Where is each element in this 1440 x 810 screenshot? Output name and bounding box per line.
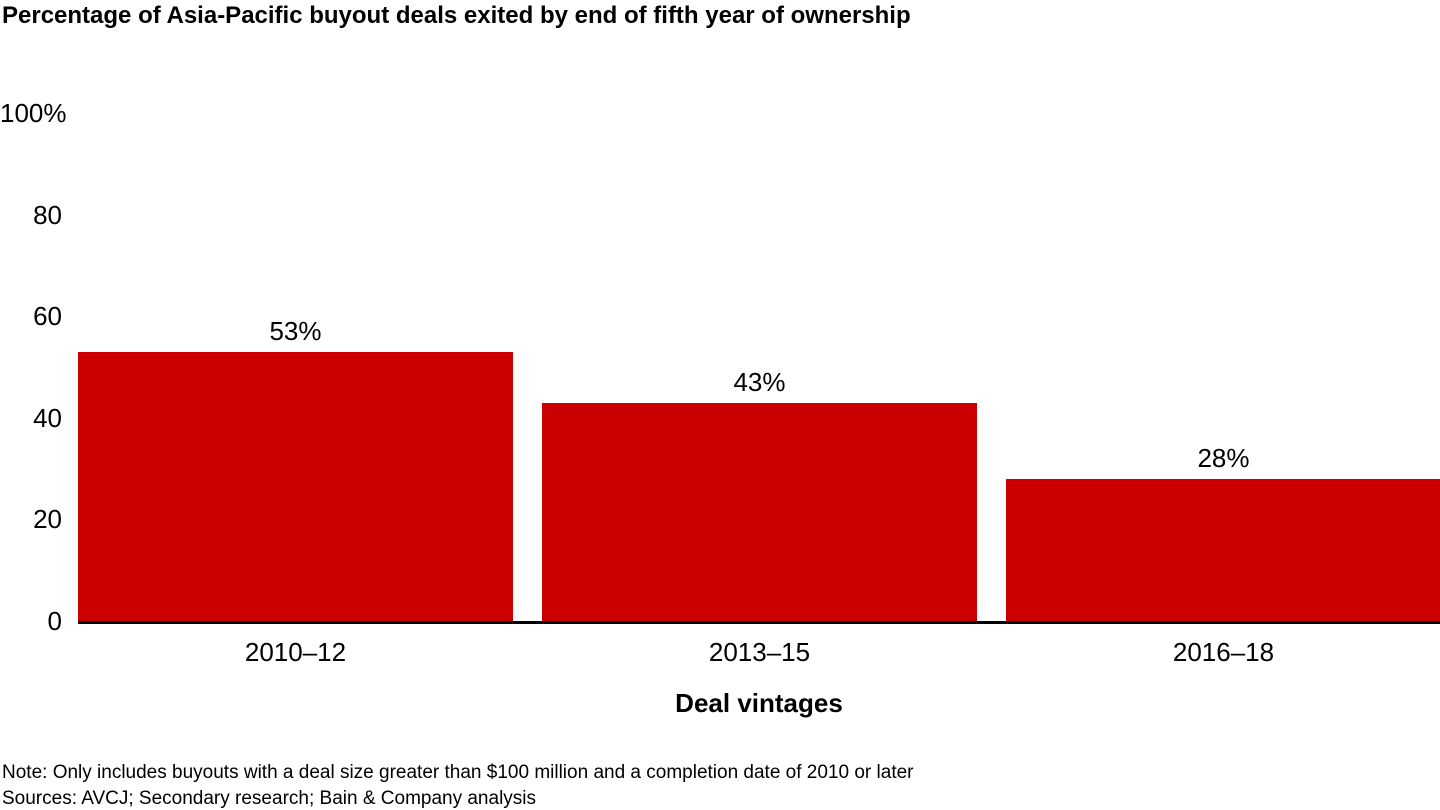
x-tick-label: 2016–18	[1172, 637, 1275, 667]
bar-value-label: 28%	[1197, 442, 1250, 473]
x-tick-label: 2010–12	[244, 637, 347, 667]
bar	[542, 402, 977, 621]
plot-area: 53% 43% 28%	[78, 113, 1440, 621]
chart-title: Percentage of Asia-Pacific buyout deals …	[2, 2, 911, 29]
y-tick-label: 100%	[0, 98, 67, 128]
bar	[1006, 478, 1440, 621]
bar-group: 53%	[78, 317, 513, 621]
x-axis-labels: 2010–12 2013–15 2016–18	[78, 638, 1440, 668]
bar-group: 43%	[542, 368, 977, 621]
bar-value-label: 43%	[733, 366, 786, 397]
x-axis-title: Deal vintages	[675, 688, 843, 718]
y-tick-label: 40	[33, 402, 62, 433]
y-tick-label: 80	[33, 199, 62, 230]
x-axis-line	[78, 621, 1440, 624]
sources-line: Sources: AVCJ; Secondary research; Bain …	[2, 788, 537, 809]
bar-value-label: 53%	[269, 315, 322, 346]
bar	[78, 351, 513, 621]
y-tick-label: 60	[33, 301, 62, 332]
y-axis: 100% 80 60 40 20 0	[0, 99, 67, 635]
footnotes: Note: Only includes buyouts with a deal …	[2, 760, 914, 810]
note-line: Note: Only includes buyouts with a deal …	[2, 762, 914, 783]
y-tick-label: 20	[33, 504, 62, 535]
bar-group: 28%	[1006, 444, 1440, 621]
x-tick-label: 2013–15	[708, 637, 811, 667]
y-tick-label: 0	[47, 606, 62, 636]
